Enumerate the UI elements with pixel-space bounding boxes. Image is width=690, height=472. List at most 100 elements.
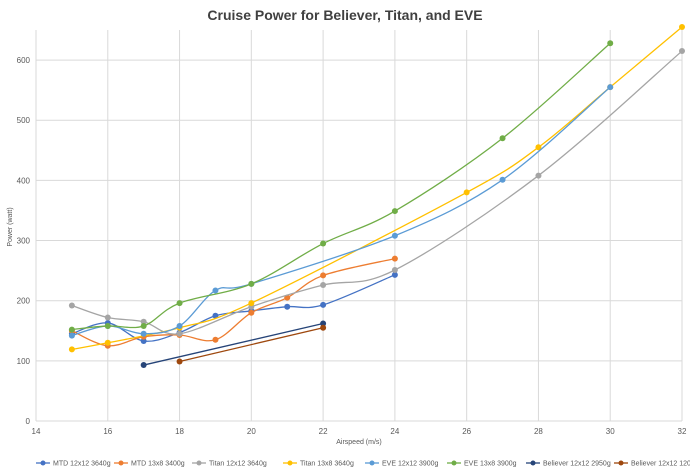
data-point [391,267,398,274]
series-7 [140,320,327,369]
data-point [284,303,291,310]
legend-swatch-marker [118,460,124,466]
data-point [607,84,614,91]
data-point [320,320,327,327]
legend-item: Believer 12x12 1200g [614,460,690,468]
data-point [68,302,75,309]
data-point [248,309,255,316]
data-point [391,232,398,239]
series-line [71,42,611,331]
x-tick-label: 28 [534,427,543,436]
series-3 [68,48,685,337]
legend-item: MTD 13x8 3400g [114,460,185,468]
y-axis-label: Power (watt) [7,207,14,246]
legend-label: MTD 13x8 3400g [131,461,185,468]
data-point [320,324,327,331]
y-tick-label: 100 [17,357,31,366]
data-point [104,339,111,346]
data-point [499,135,506,142]
data-point [679,23,685,30]
y-tick-label: 400 [17,176,31,185]
data-point [212,312,219,319]
data-point [104,314,111,321]
x-tick-label: 16 [103,427,112,436]
data-point [535,172,542,179]
legend-label: Believer 12x12 1200g [631,461,690,468]
data-point [176,322,183,329]
data-point [535,144,542,151]
y-tick-label: 500 [17,116,31,125]
x-tick-label: 24 [390,427,399,436]
chart-title: Cruise Power for Believer, Titan, and EV… [207,7,482,23]
x-tick-label: 20 [247,427,256,436]
legend-item: MTD 12x12 3640g [36,460,111,468]
x-tick-label: 30 [606,427,615,436]
data-point [391,208,398,215]
series-line [71,257,396,347]
series-line [71,86,611,337]
series-line [143,322,324,366]
data-point [140,318,147,325]
x-tick-label: 22 [319,427,328,436]
legend-swatch-marker [369,460,375,466]
y-tick-label: 300 [17,237,31,246]
legend-label: Titan 13x8 3640g [300,461,354,468]
legend-item: EVE 13x8 3900g [447,460,517,468]
data-point [68,346,75,353]
legend-swatch-marker [40,460,46,466]
data-point [320,301,327,308]
data-point [463,189,470,196]
series-2 [68,255,398,349]
data-point [320,272,327,279]
data-point [176,300,183,307]
y-tick-label: 0 [26,417,31,426]
legend-label: Believer 12x12 2950g [543,461,611,468]
legend-item: Titan 13x8 3640g [283,460,354,468]
data-point [679,48,685,55]
series-line [179,327,324,363]
x-tick-label: 14 [32,427,41,436]
data-point [391,271,398,278]
series-8 [176,324,327,365]
y-tick-label: 600 [17,56,31,65]
series-line [71,50,683,335]
data-point [104,322,111,329]
legend-label: EVE 12x12 3900g [382,461,439,468]
data-point [248,280,255,287]
data-point [607,40,614,47]
legend-label: Titan 12x12 3640g [209,461,267,468]
x-tick-label: 32 [678,427,687,436]
legend-swatch-marker [451,460,457,466]
data-point [320,282,327,289]
legend-swatch-marker [196,460,202,466]
data-point [248,300,255,307]
y-tick-label: 200 [17,297,31,306]
legend-item: Believer 12x12 2950g [526,460,611,468]
legend-swatch-marker [530,460,536,466]
data-point [212,287,219,294]
data-point [176,330,183,337]
series-4 [68,23,685,353]
legend-item: EVE 12x12 3900g [365,460,439,468]
series-6 [68,40,614,333]
data-point [140,362,147,369]
data-point [140,330,147,337]
x-tick-label: 26 [462,427,471,436]
data-point [320,240,327,247]
data-point [499,176,506,183]
legend-label: EVE 13x8 3900g [464,461,517,468]
data-point [68,332,75,339]
legend-item: Titan 12x12 3640g [192,460,267,468]
data-point [212,336,219,343]
x-axis-label: Airspeed (m/s) [336,439,382,446]
data-point [391,255,398,262]
legend-swatch-marker [618,460,624,466]
legend-label: MTD 12x12 3640g [53,461,111,468]
data-point [140,337,147,344]
data-point [68,326,75,333]
x-tick-label: 18 [175,427,184,436]
legend-swatch-marker [287,460,293,466]
data-point [176,358,183,365]
